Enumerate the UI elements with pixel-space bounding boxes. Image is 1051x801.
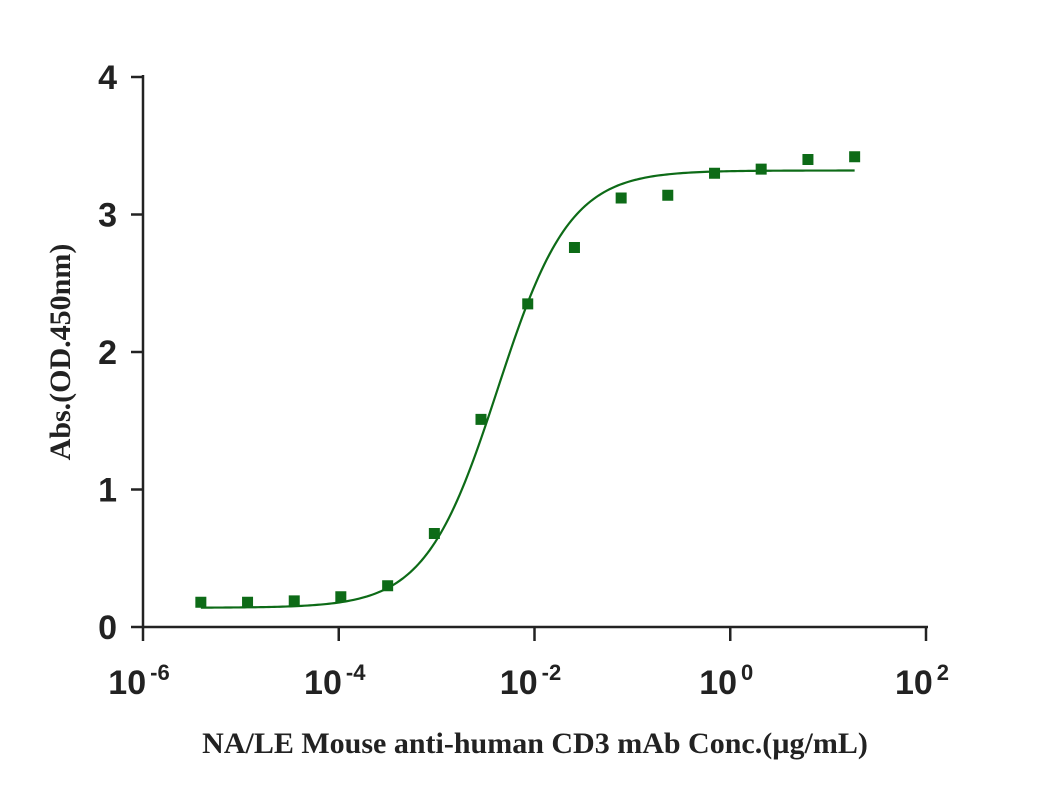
x-tick-label: 10 -6 <box>108 660 169 702</box>
x-tick-exponent: 0 <box>741 660 753 685</box>
x-tick-exponent: -2 <box>542 660 562 685</box>
x-ticks: 10 -6 10 -4 10 -2 10 0 10 2 <box>108 627 949 702</box>
data-point <box>849 151 861 163</box>
x-tick-exponent: -4 <box>346 660 366 685</box>
data-point <box>195 596 207 608</box>
data-point <box>382 580 394 592</box>
x-tick-label: 10 -4 <box>304 660 366 702</box>
data-point <box>428 528 440 539</box>
data-point <box>568 242 580 253</box>
data-point <box>242 596 254 608</box>
data-point <box>288 595 300 607</box>
data-points <box>195 151 861 608</box>
fit-curve <box>200 169 855 609</box>
data-point <box>615 192 627 204</box>
x-tick-base: 10 <box>108 664 146 702</box>
data-point <box>802 154 814 165</box>
data-point <box>335 591 347 603</box>
data-point <box>522 298 534 310</box>
x-tick-base: 10 <box>304 664 342 702</box>
y-tick-label: 4 <box>98 59 117 97</box>
x-tick-exponent: 2 <box>937 660 949 685</box>
x-tick-exponent: -6 <box>150 660 170 685</box>
y-tick-label: 3 <box>98 197 117 235</box>
x-tick-label: 10 0 <box>699 660 753 702</box>
x-tick-base: 10 <box>500 664 538 702</box>
y-axis-label: Abs.(OD.450nm) <box>44 244 77 461</box>
y-ticks: 0 1 2 3 4 <box>98 59 143 647</box>
data-point <box>709 167 721 179</box>
x-tick-label: 10 2 <box>895 660 949 702</box>
y-tick-label: 0 <box>98 609 117 647</box>
x-tick-base: 10 <box>699 664 737 702</box>
data-point <box>755 163 767 175</box>
data-point <box>475 413 487 425</box>
y-tick-label: 2 <box>98 334 117 372</box>
x-tick-base: 10 <box>895 664 933 702</box>
x-tick-label: 10 -2 <box>500 660 561 702</box>
data-point <box>662 189 674 201</box>
x-axis-label: NA/LE Mouse anti-human CD3 mAb Conc.(µg/… <box>202 727 868 760</box>
y-tick-label: 1 <box>98 472 117 510</box>
